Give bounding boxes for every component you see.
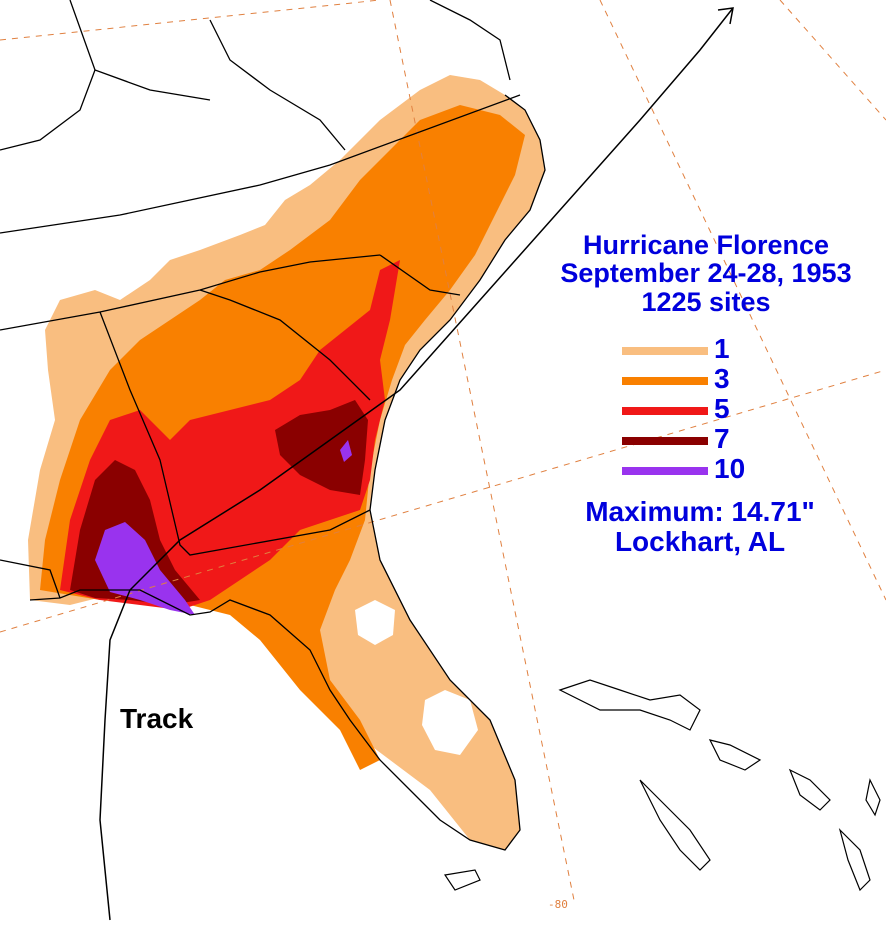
boundaries	[0, 0, 546, 851]
rain-zone-10in	[95, 522, 195, 615]
legend-swatch	[622, 347, 708, 355]
legend-swatch	[622, 437, 708, 445]
legend-label: 5	[714, 393, 730, 424]
longitude-label: -80	[548, 898, 568, 911]
rain-zone-7in-east	[275, 400, 368, 495]
legend-swatch	[622, 467, 708, 475]
rain-gap-fl-2	[422, 690, 478, 755]
track-label: Track	[120, 703, 194, 734]
legend-label: 1	[714, 333, 730, 364]
rain-gap-fl-1	[355, 600, 395, 645]
graticule	[0, 0, 886, 906]
legend-label: 3	[714, 363, 730, 394]
rain-zone-10in-east	[340, 440, 352, 462]
title-line-3: 1225 sites	[641, 287, 771, 317]
legend-swatch	[622, 407, 708, 415]
islands	[443, 679, 881, 892]
title-line-2: September 24-28, 1953	[560, 258, 852, 288]
legend-label: 7	[714, 423, 730, 454]
hurricane-track	[99, 7, 734, 921]
legend-label: 10	[714, 453, 746, 484]
title-line-1: Hurricane Florence	[582, 230, 830, 260]
maximum-line-1: Maximum: 14.71"	[585, 496, 815, 527]
maximum-line-2: Lockhart, AL	[614, 526, 786, 557]
legend-swatch	[622, 377, 708, 385]
